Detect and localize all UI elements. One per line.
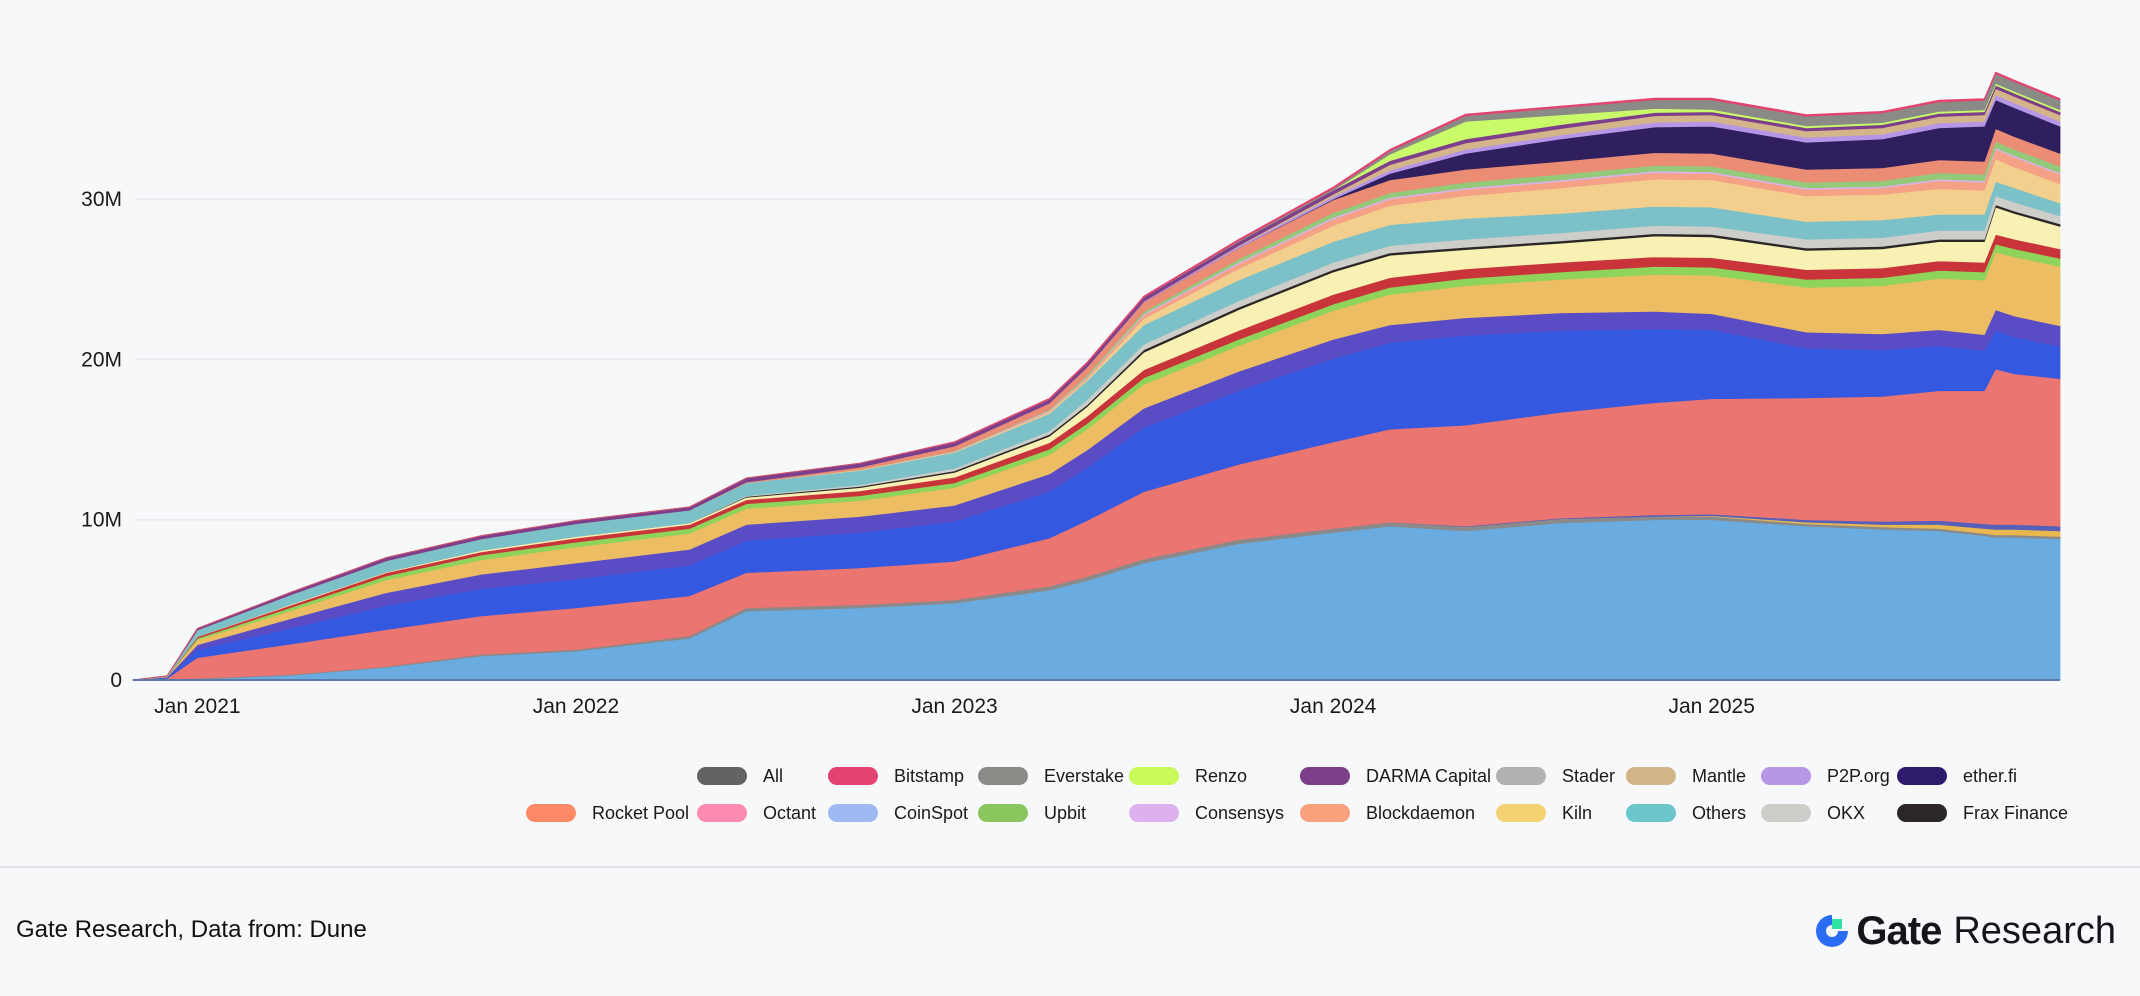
chart-legend: All Bitstamp Everstake Renzo DARMA Capital St… [0, 760, 2140, 850]
legend-item-consensys[interactable]: Consensys [1129, 800, 1284, 826]
legend-label: Blockdaemon [1366, 802, 1476, 823]
legend-swatch [1897, 767, 1947, 785]
legend-item-coinspot[interactable]: CoinSpot [828, 800, 968, 826]
legend-label: Frax Finance [1963, 802, 2069, 823]
area-layers [132, 71, 2061, 681]
legend-label: Bitstamp [894, 765, 965, 786]
legend-swatch [1897, 804, 1947, 822]
legend-swatch [1300, 767, 1350, 785]
legend-item-renzo[interactable]: Renzo [1129, 763, 1247, 789]
brand-name: Gate [1856, 908, 1942, 953]
legend-swatch [1300, 804, 1350, 822]
legend-swatch [1761, 767, 1811, 785]
legend-label: Rocket Pool [592, 802, 690, 823]
x-tick-label: Jan 2023 [911, 695, 997, 718]
legend-item-stader[interactable]: Stader [1496, 763, 1615, 789]
y-axis: 0 10M 20M 30M [81, 188, 122, 692]
x-tick-label: Jan 2022 [533, 695, 619, 718]
legend-item-octant[interactable]: Octant [697, 800, 816, 826]
legend-label: OKX [1827, 802, 1866, 823]
legend-label: CoinSpot [894, 802, 969, 823]
legend-item-upbit[interactable]: Upbit [978, 800, 1086, 826]
legend-item-p2p-org[interactable]: P2P.org [1761, 763, 1890, 789]
legend-item-others[interactable]: Others [1626, 800, 1746, 826]
legend-label: Renzo [1195, 765, 1248, 786]
legend-label: Consensys [1195, 802, 1285, 823]
legend-label: Stader [1562, 765, 1616, 786]
legend-item-blockdaemon[interactable]: Blockdaemon [1300, 800, 1475, 826]
legend-swatch [978, 767, 1028, 785]
y-tick-label: 10M [81, 509, 122, 532]
y-tick-label: 20M [81, 348, 122, 371]
y-tick-label: 0 [110, 669, 122, 692]
legend-item-frax-finance[interactable]: Frax Finance [1897, 800, 2068, 826]
legend-label: All [763, 765, 784, 786]
legend-swatch [978, 804, 1028, 822]
legend-label: Everstake [1044, 765, 1125, 786]
legend-label: ether.fi [1963, 765, 2018, 786]
legend-item-bitstamp[interactable]: Bitstamp [828, 763, 964, 789]
area-series-bitstamp [132, 71, 2061, 681]
legend-swatch [526, 804, 576, 822]
legend-item-all[interactable]: All [697, 763, 783, 789]
legend-item-darma-capital[interactable]: DARMA Capital [1300, 763, 1491, 789]
legend-label: Upbit [1044, 802, 1087, 823]
x-axis: Jan 2021 Jan 2022 Jan 2023 Jan 2024 Jan 2025 [154, 695, 1755, 718]
legend-swatch [1626, 804, 1676, 822]
legend-item-mantle[interactable]: Mantle [1626, 763, 1746, 789]
legend-swatch [1496, 767, 1546, 785]
legend-label: Kiln [1562, 802, 1593, 823]
legend-swatch [1129, 804, 1179, 822]
legend-item-kiln[interactable]: Kiln [1496, 800, 1592, 826]
x-tick-label: Jan 2024 [1290, 695, 1377, 718]
legend-label: Others [1692, 802, 1747, 823]
x-tick-label: Jan 2025 [1668, 695, 1754, 718]
source-note: Gate Research, Data from: Dune [16, 916, 367, 943]
footer-divider [0, 866, 2140, 868]
legend-swatch [1496, 804, 1546, 822]
gate-logo-icon [1816, 915, 1849, 947]
legend-swatch [828, 804, 878, 822]
brand-suffix: Research [1953, 909, 2116, 952]
legend-swatch [828, 767, 878, 785]
legend-swatch [697, 804, 747, 822]
legend-item-rocket-pool[interactable]: Rocket Pool [526, 800, 689, 826]
gate-research-logo: Gate Research [1812, 906, 2116, 956]
legend-item-okx[interactable]: OKX [1761, 800, 1865, 826]
legend-label: DARMA Capital [1366, 765, 1492, 786]
legend-label: P2P.org [1827, 765, 1890, 786]
legend-label: Octant [763, 802, 817, 823]
legend-item-ether-fi[interactable]: ether.fi [1897, 763, 2017, 789]
x-tick-label: Jan 2021 [154, 695, 240, 718]
legend-swatch [1626, 767, 1676, 785]
legend-swatch [1761, 804, 1811, 822]
legend-item-everstake[interactable]: Everstake [978, 763, 1124, 789]
legend-swatch [697, 767, 747, 785]
y-tick-label: 30M [81, 188, 122, 211]
legend-swatch [1129, 767, 1179, 785]
legend-label: Mantle [1692, 765, 1747, 786]
